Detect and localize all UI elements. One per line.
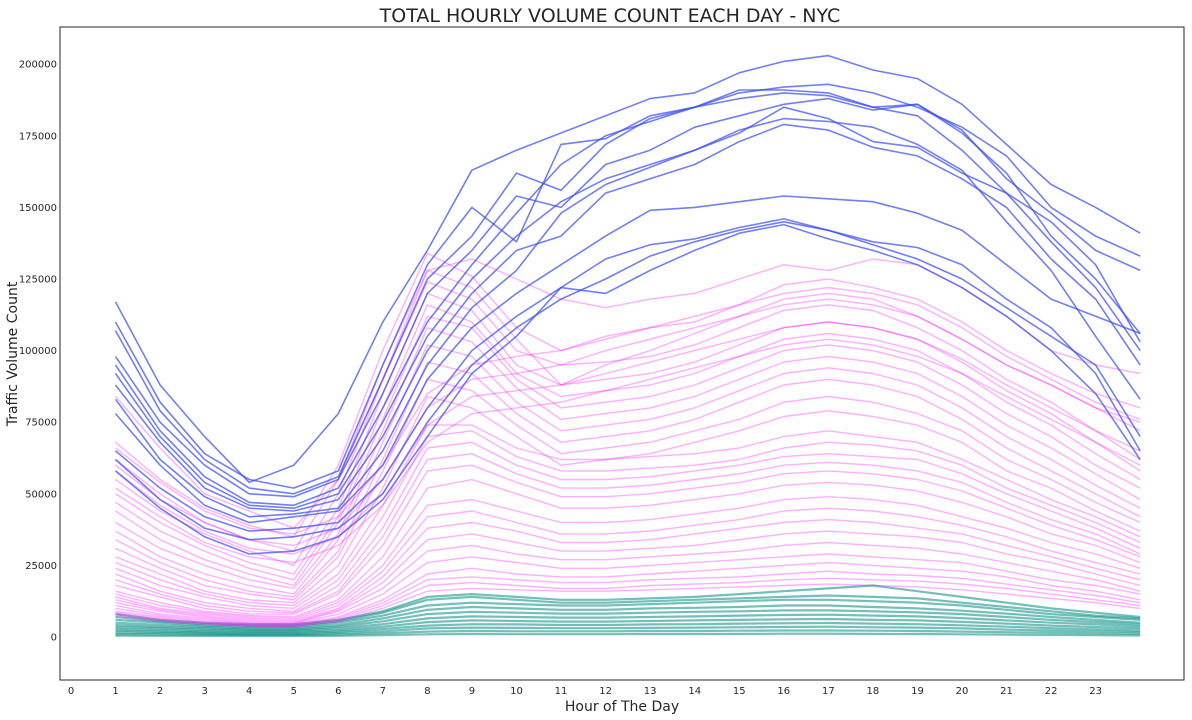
series-line-mid-43 [115,338,1141,564]
x-tick-label: 5 [291,686,297,697]
series-line-high-10 [114,221,1141,541]
series-line-mid-13 [115,252,1141,538]
series-line-mid-12 [114,258,1141,529]
series-line-mid-28 [115,464,1141,615]
series-line-mid-37 [115,570,1141,627]
x-tick-label: 11 [555,686,568,697]
x-tick-label: 18 [867,686,880,697]
y-tick-label: 100000 [19,346,57,357]
x-tick-label: 9 [469,686,475,697]
series-line-high-2 [114,89,1141,495]
series-line-mid-42 [115,321,1141,555]
series-line-mid-40 [115,286,1141,535]
x-tick-label: 13 [644,686,657,697]
series-line-high-7 [114,117,1141,518]
x-tick-label: 21 [1000,686,1013,697]
x-tick-label: 19 [911,686,924,697]
x-axis-ticks: 0 1 2 3 4 5 6 7 8 9 10 11 12 13 14 15 16 17 18 19 20 21 22 23 [68,686,1102,697]
series-line-mid-23 [115,395,1141,604]
series-line-mid-22 [115,378,1141,601]
series-line-mid-39 [115,583,1141,628]
series-line-mid-25 [115,430,1141,610]
y-tick-label: 175000 [19,131,57,142]
y-tick-label: 25000 [25,561,57,572]
series-line-high-4 [114,92,1141,507]
series-line-mid-41 [115,298,1141,547]
series-line-high-11 [114,223,1141,555]
y-tick-label: 75000 [25,418,57,429]
series-line-mid-34 [115,541,1141,624]
series-line-mid-15 [115,281,1141,567]
x-tick-label: 14 [688,686,701,697]
x-tick-label: 6 [335,686,341,697]
series-line-mid-24 [115,424,1141,607]
chart-title: TOTAL HOURLY VOLUME COUNT EACH DAY - NYC [379,5,841,27]
series-line-mid-35 [115,553,1141,625]
series-line-low-44 [115,584,1141,626]
series-line-mid-19 [115,327,1141,590]
series-line-low-47 [115,604,1141,630]
y-tick-label: 125000 [19,275,57,286]
x-tick-label: 15 [733,686,746,697]
series-line-high-9 [114,218,1141,532]
series-line-low-54 [115,632,1141,638]
x-tick-label: 4 [246,686,252,697]
plot-frame [59,26,1185,681]
x-tick-label: 22 [1045,686,1058,697]
x-tick-label: 12 [599,686,612,697]
series-line-mid-29 [115,478,1141,618]
series-line-mid-32 [115,518,1141,622]
series-line-low-50 [115,617,1141,634]
y-axis-ticks: 0 25000 50000 75000 100000 125000 150000 175000… [19,60,57,644]
plot-area [59,26,1185,681]
series-line-high-6 [114,123,1141,512]
y-tick-label: 50000 [25,489,57,500]
series-line-mid-18 [115,315,1141,587]
series-line-mid-27 [115,453,1141,614]
y-tick-label: 200000 [19,60,57,71]
series-line-low-46 [115,598,1141,629]
series-line-mid-33 [115,530,1141,624]
series-line-low-45 [115,594,1141,627]
series-line-mid-20 [115,344,1141,595]
x-tick-label: 16 [777,686,790,697]
series-line-low-51 [115,621,1141,635]
y-tick-label: 0 [51,633,57,644]
series-line-low-48 [115,609,1141,631]
series-line-mid-21 [115,361,1141,598]
y-tick-label: 150000 [19,203,57,214]
x-tick-label: 1 [112,686,118,697]
series-line-low-49 [115,613,1141,632]
y-axis-label: Traffic Volume Count [5,281,21,427]
x-tick-label: 7 [380,686,386,697]
x-tick-label: 17 [822,686,835,697]
series-line-high-8 [114,195,1141,524]
series-line-mid-26 [115,441,1141,612]
x-tick-label: 10 [510,686,523,697]
series-line-mid-17 [115,304,1141,581]
series-line-high-0 [114,54,1141,484]
x-axis-label: Hour of The Day [565,699,679,715]
x-tick-label: 0 [68,686,74,697]
x-tick-label: 23 [1089,686,1102,697]
x-tick-label: 20 [956,686,969,697]
series-line-high-1 [114,83,1141,489]
series-line-mid-38 [115,577,1141,627]
series-line-mid-31 [115,507,1141,621]
x-tick-label: 3 [201,686,207,697]
series-line-mid-14 [115,269,1141,552]
x-tick-label: 8 [424,686,430,697]
series-lines [114,54,1141,638]
series-line-high-5 [114,106,1141,510]
series-line-mid-36 [115,561,1141,626]
x-tick-label: 2 [157,686,163,697]
series-line-mid-16 [115,292,1141,575]
series-line-mid-30 [115,496,1141,620]
series-line-high-3 [114,97,1141,498]
